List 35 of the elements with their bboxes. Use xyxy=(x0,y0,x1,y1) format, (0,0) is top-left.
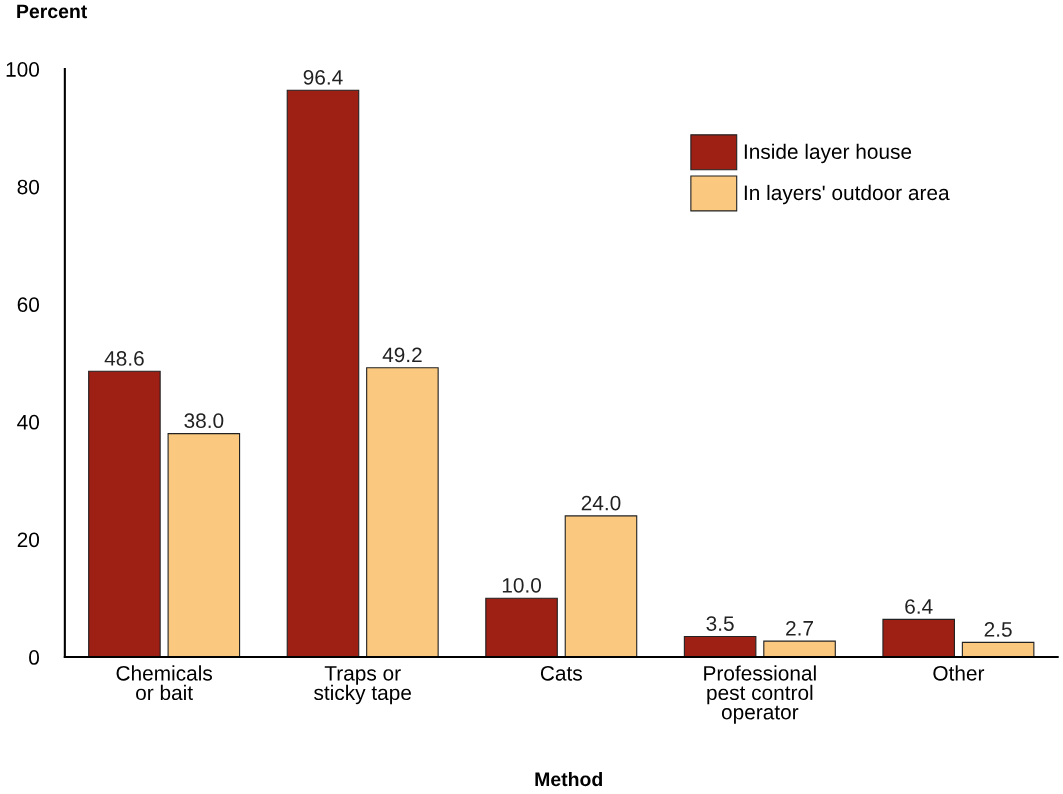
x-tick-label: Professional pest control operator xyxy=(704,665,816,724)
data-label: 38.0 xyxy=(184,413,224,429)
data-label: 96.4 xyxy=(303,69,343,85)
x-tick-label: Cats xyxy=(540,665,582,681)
bar xyxy=(167,433,241,658)
bar xyxy=(961,641,1035,658)
legend-label: Inside layer house xyxy=(744,143,912,164)
x-axis-title: Method xyxy=(535,771,602,787)
bar xyxy=(683,635,757,658)
y-tick-label: 20 xyxy=(17,532,40,548)
y-tick-label: 60 xyxy=(17,297,40,313)
y-tick-label: 100 xyxy=(6,62,40,77)
bar xyxy=(882,618,955,658)
data-label: 3.5 xyxy=(706,616,734,631)
data-label: 48.6 xyxy=(104,351,144,366)
bar xyxy=(485,597,558,658)
y-axis-title: Percent xyxy=(17,4,88,19)
y-tick-label: 0 xyxy=(29,650,40,665)
data-label: 2.7 xyxy=(786,620,813,636)
data-label: 6.4 xyxy=(905,599,933,614)
data-label: 2.5 xyxy=(984,622,1012,637)
x-tick-label: Chemicals or bait xyxy=(116,665,212,701)
data-label: 10.0 xyxy=(502,577,542,593)
bar xyxy=(564,515,638,658)
bar xyxy=(763,640,836,658)
y-tick-label: 40 xyxy=(17,414,40,430)
legend-label: In layers' outdoor area xyxy=(744,184,950,205)
data-label: 24.0 xyxy=(581,495,621,511)
y-tick-label: 80 xyxy=(17,179,40,195)
bar xyxy=(366,367,439,658)
x-tick-label: Traps or sticky tape xyxy=(314,666,411,705)
data-label: 49.2 xyxy=(382,347,422,363)
bar xyxy=(88,370,161,658)
x-tick-label: Other xyxy=(933,665,985,681)
bar xyxy=(286,89,360,658)
